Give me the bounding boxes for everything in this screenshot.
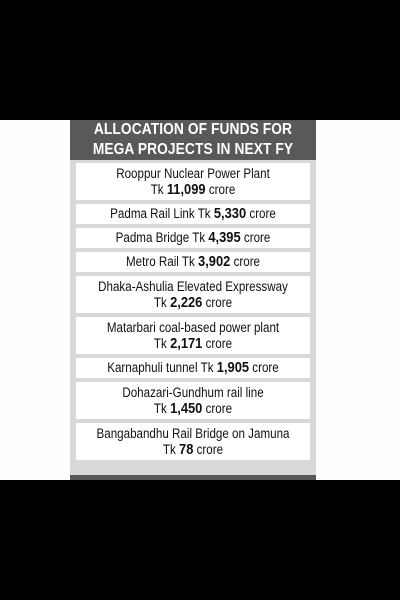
project-row-metro-rail: Metro Rail Tk 3,902 crore <box>76 252 310 272</box>
project-row-padma-bridge: Padma Bridge Tk 4,395 crore <box>76 228 310 248</box>
project-row-dohazari: Dohazari-Gundhum rail line Tk 1,450 cror… <box>76 382 310 419</box>
project-amount: 78 <box>179 440 194 458</box>
project-name: Bangabandhu Rail Bridge on Jamuna <box>96 425 290 441</box>
project-row-bangabandhu: Bangabandhu Rail Bridge on Jamuna Tk 78 … <box>76 423 310 460</box>
project-row-padma-rail-link: Padma Rail Link Tk 5,330 crore <box>76 204 310 224</box>
title-line-2: MEGA PROJECTS IN NEXT FY <box>92 140 294 158</box>
project-amount: 3,902 <box>198 253 231 270</box>
bottom-divider <box>70 475 316 480</box>
project-amount-line: Tk 78 crore <box>162 440 224 458</box>
project-name: Dohazari-Gundhum rail line <box>122 384 264 400</box>
project-amount-line: Tk 1,450 crore <box>153 399 233 417</box>
project-amount: 1,450 <box>170 399 203 417</box>
project-amount-line: Tk 2,226 crore <box>153 293 233 311</box>
project-row-dhaka-ashulia: Dhaka-Ashulia Elevated Expressway Tk 2,2… <box>76 276 310 313</box>
project-amount-line: Padma Rail Link Tk 5,330 crore <box>110 205 276 222</box>
project-amount: 4,395 <box>208 229 241 246</box>
infographic-page: ALLOCATION OF FUNDS FOR MEGA PROJECTS IN… <box>0 120 400 480</box>
project-name: Rooppur Nuclear Power Plant <box>116 165 270 181</box>
project-row-matarbari: Matarbari coal-based power plant Tk 2,17… <box>76 317 310 354</box>
project-list: Rooppur Nuclear Power Plant Tk 11,099 cr… <box>70 160 316 460</box>
allocation-panel: ALLOCATION OF FUNDS FOR MEGA PROJECTS IN… <box>70 120 316 480</box>
project-row-rooppur: Rooppur Nuclear Power Plant Tk 11,099 cr… <box>76 163 310 200</box>
project-name: Metro Rail <box>125 254 179 269</box>
project-amount: 5,330 <box>213 205 247 222</box>
project-amount-line: Padma Bridge Tk 4,395 crore <box>115 229 271 246</box>
project-amount-line: Tk 2,171 crore <box>153 334 233 352</box>
title-line-1: ALLOCATION OF FUNDS FOR <box>93 120 293 138</box>
project-amount: 1,905 <box>216 359 250 376</box>
panel-title: ALLOCATION OF FUNDS FOR MEGA PROJECTS IN… <box>70 120 316 160</box>
project-name: Karnaphuli tunnel <box>107 360 198 375</box>
project-amount: 2,171 <box>170 334 203 352</box>
project-name: Padma Rail Link <box>110 206 195 221</box>
project-amount-line: Karnaphuli tunnel Tk 1,905 crore <box>107 359 279 376</box>
project-amount: 2,226 <box>170 293 203 311</box>
project-amount-line: Metro Rail Tk 3,902 crore <box>125 253 261 270</box>
project-amount: 11,099 <box>166 180 206 198</box>
project-name: Dhaka-Ashulia Elevated Expressway <box>98 278 288 294</box>
project-name: Padma Bridge <box>115 230 190 245</box>
project-amount-line: Tk 11,099 crore <box>150 180 236 198</box>
project-row-karnaphuli: Karnaphuli tunnel Tk 1,905 crore <box>76 358 310 378</box>
project-name: Matarbari coal-based power plant <box>106 319 280 335</box>
